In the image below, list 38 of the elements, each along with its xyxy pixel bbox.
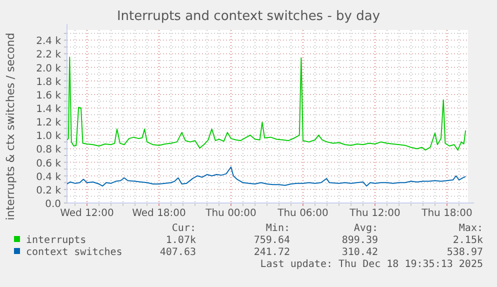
text: 407.63 <box>160 247 196 258</box>
y-axis-title: interrupts & ctx switches / second <box>4 32 17 220</box>
y-tick-label: 2.0 k <box>36 63 62 74</box>
y-tick-label: 0.2 k <box>36 185 62 196</box>
y-tick-label: 1.4 k <box>36 104 62 116</box>
text: Avg: <box>354 223 378 234</box>
y-tick-label: 0.8 k <box>36 144 62 156</box>
text: 1.07k <box>166 235 196 246</box>
text: Min: <box>266 223 290 234</box>
y-tick-label: 1.8 k <box>36 76 62 88</box>
legend-label: interrupts <box>26 235 86 246</box>
line-series <box>67 166 466 187</box>
y-tick-label: 2.4 k <box>36 36 62 48</box>
text: 759.64 <box>254 235 290 246</box>
y-tick-label: 0.0 <box>45 199 61 210</box>
line-series <box>67 56 466 151</box>
text: Last update: Thu Dec 18 19:35:13 2025 <box>260 259 483 270</box>
y-tick-label: 1.6 k <box>36 90 62 102</box>
y-tick-label: 1.2 k <box>36 118 62 129</box>
text: 899.39 <box>342 235 378 246</box>
text: Cur: <box>172 223 196 234</box>
x-tick-label: Wed 18:00 <box>132 208 186 219</box>
text: 310.42 <box>342 247 378 258</box>
text: 2.15k <box>452 235 483 246</box>
y-tick-label: 0.4 k <box>36 172 62 183</box>
y-tick-label: 0.6 k <box>36 158 62 170</box>
y-tick-label: 2.2 k <box>36 50 62 61</box>
x-tick-label: Thu 00:00 <box>204 208 256 219</box>
x-tick-label: Thu 18:00 <box>420 208 472 219</box>
y-tick-label: 1.0 k <box>36 131 62 142</box>
x-tick-label: Thu 06:00 <box>276 208 328 219</box>
x-tick-label: Wed 12:00 <box>60 208 114 219</box>
chart-title: Interrupts and context switches - by day <box>116 9 380 24</box>
legend-label: context switches <box>26 247 122 258</box>
text: Max: <box>458 223 483 234</box>
x-tick-label: Thu 12:00 <box>348 208 400 219</box>
text: 241.72 <box>254 247 290 258</box>
text: 538.97 <box>446 247 483 258</box>
